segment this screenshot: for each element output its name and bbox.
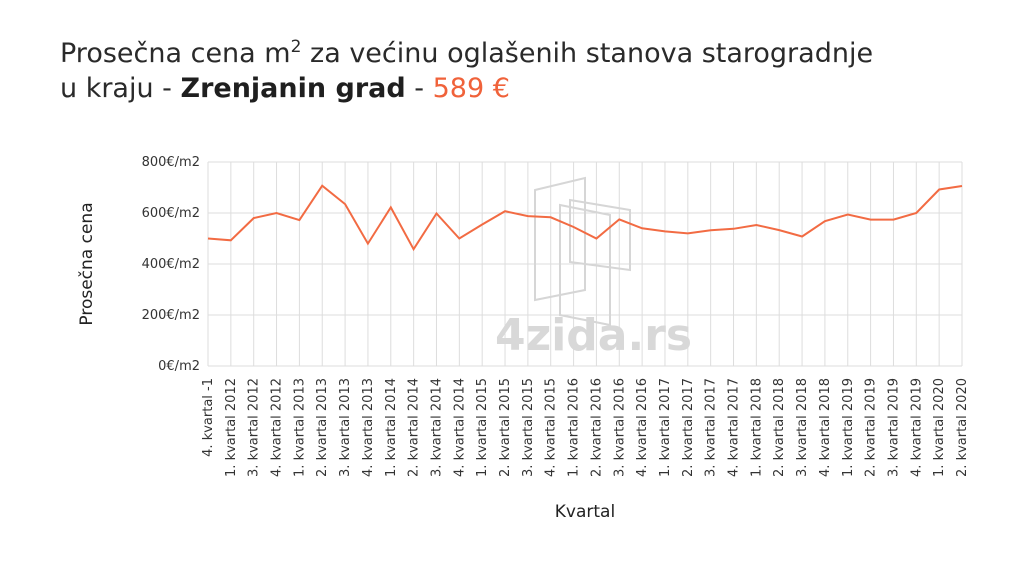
x-tick-label: 3. kvartal 2018	[795, 378, 810, 477]
y-tick-label: 600€/m2	[142, 206, 200, 221]
x-tick-label: 3. kvartal 2017	[704, 378, 719, 477]
x-tick-label: 2. kvartal 2014	[407, 378, 422, 477]
y-tick-label: 0€/m2	[158, 359, 200, 374]
x-axis-title: Kvartal	[555, 502, 615, 522]
title-line2-prefix: u kraju -	[60, 73, 181, 104]
x-tick-label: 2. kvartal 2019	[864, 378, 879, 477]
x-tick-label: 1. kvartal 2017	[658, 378, 673, 477]
x-tick-label: 4. kvartal 2016	[635, 378, 650, 477]
x-tick-label: 3. kvartal 2016	[612, 378, 627, 477]
x-tick-label: 2. kvartal 2016	[589, 378, 604, 477]
watermark-text: 4zida.rs	[495, 310, 692, 361]
x-tick-label: 3. kvartal 2012	[247, 378, 262, 477]
title-line1-suffix: za većinu oglašenih stanova starogradnje	[301, 38, 874, 69]
x-tick-label: 4. kvartal 2015	[544, 378, 559, 477]
watermark: 4zida.rs	[495, 176, 692, 361]
watermark-logo-icon	[534, 176, 631, 327]
x-tick-label: 2. kvartal 2017	[681, 378, 696, 477]
x-tick-label: 4. kvartal 2014	[452, 378, 467, 477]
x-tick-label: 1. kvartal 2014	[384, 378, 399, 477]
x-axis-ticks: 4. kvartal -1 1. kvartal 2012 3. kvartal 2…	[201, 378, 970, 477]
x-tick-label: 4. kvartal 2013	[361, 378, 376, 477]
title-line1-prefix: Prosečna cena m	[60, 38, 291, 69]
y-tick-label: 400€/m2	[142, 257, 200, 272]
y-tick-label: 200€/m2	[142, 308, 200, 323]
x-tick-label: 1. kvartal 2018	[749, 378, 764, 477]
chart-title: Prosečna cena m2 za većinu oglašenih sta…	[60, 36, 1000, 106]
x-tick-label: 2. kvartal 2013	[315, 378, 330, 477]
x-tick-label: 3. kvartal 2019	[886, 378, 901, 477]
title-sup: 2	[290, 37, 302, 57]
y-tick-label: 800€/m2	[142, 155, 200, 170]
title-separator: -	[405, 73, 433, 104]
x-tick-label: 3. kvartal 2013	[338, 378, 353, 477]
series-line	[207, 184, 963, 252]
x-tick-label: 2. kvartal 2020	[955, 378, 970, 477]
x-tick-label: 4. kvartal 2018	[818, 378, 833, 477]
x-tick-label: 3. kvartal 2014	[429, 378, 444, 477]
x-tick-label: 3. kvartal 2015	[521, 378, 536, 477]
x-tick-label: 1. kvartal 2016	[567, 378, 582, 477]
x-tick-label: 1. kvartal 2019	[841, 378, 856, 477]
x-tick-label: 4. kvartal 2012	[270, 378, 285, 477]
grid-lines	[207, 161, 963, 367]
title-price: 589 €	[432, 73, 510, 104]
y-axis-title: Prosečna cena	[77, 202, 97, 325]
y-axis-ticks: 0€/m2 200€/m2 400€/m2 600€/m2 800€/m2	[142, 155, 200, 374]
x-tick-label: 4. kvartal 2019	[909, 378, 924, 477]
x-tick-label: 4. kvartal -1	[201, 378, 216, 457]
x-tick-label: 1. kvartal 2013	[292, 378, 307, 477]
x-tick-label: 1. kvartal 2020	[932, 378, 947, 477]
x-tick-label: 2. kvartal 2018	[772, 378, 787, 477]
x-tick-label: 4. kvartal 2017	[727, 378, 742, 477]
title-location: Zrenjanin grad	[180, 73, 406, 104]
x-tick-label: 1. kvartal 2012	[224, 378, 239, 477]
x-tick-label: 1. kvartal 2015	[475, 378, 490, 477]
x-tick-label: 2. kvartal 2015	[498, 378, 513, 477]
